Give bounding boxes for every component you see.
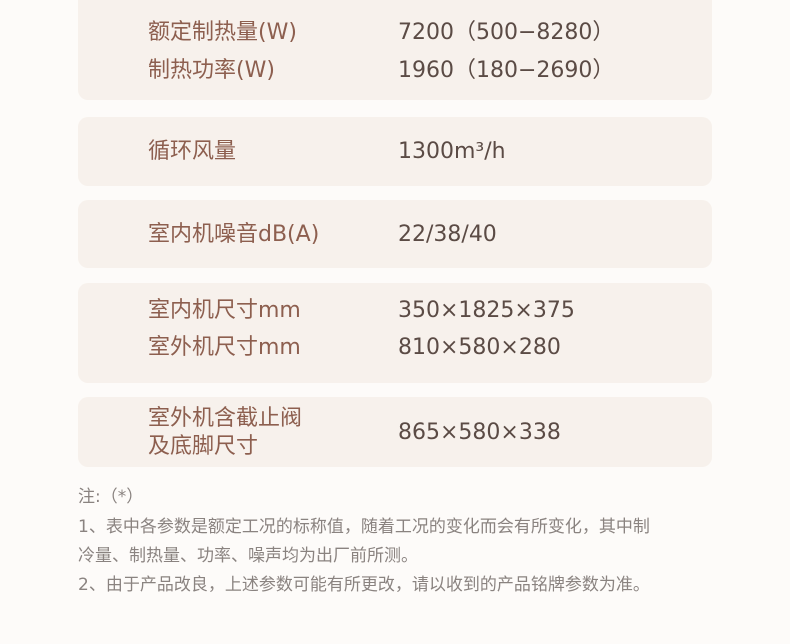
card (78, 283, 712, 383)
row-label: 循环风量 (148, 139, 237, 164)
row-value: 350×1825×375 (398, 298, 575, 323)
row-label: 室内机尺寸mm (148, 298, 301, 323)
row-label: 及底脚尺寸 (148, 434, 259, 459)
row-value: 1300m³/h (398, 139, 506, 164)
row-label: 额定制热量(W) (148, 20, 297, 45)
card (78, 0, 712, 100)
row-value: 22/38/40 (398, 222, 497, 247)
row-label: 室外机含截止阀 (148, 406, 303, 431)
row-label: 室内机噪音dB(A) (148, 222, 320, 247)
card (78, 117, 712, 186)
row-label: 室外机尺寸mm (148, 335, 301, 360)
note-line: 1、表中各参数是额定工况的标称值，随着工况的变化而会有所变化，其中制 (78, 517, 650, 537)
row-value: 1960（180−2690） (398, 58, 615, 83)
note-line: 冷量、制热量、功率、噪声均为出厂前所测。 (78, 546, 418, 566)
row-value: 7200（500−8280） (398, 20, 615, 45)
note-line: 2、由于产品改良，上述参数可能有所更改，请以收到的产品铭牌参数为准。 (78, 575, 650, 595)
card (78, 397, 712, 467)
row-value: 865×580×338 (398, 420, 561, 445)
row-value: 810×580×280 (398, 335, 561, 360)
card (78, 200, 712, 268)
notes-title: 注:（*） (78, 487, 144, 507)
row-label: 制热功率(W) (148, 58, 275, 83)
